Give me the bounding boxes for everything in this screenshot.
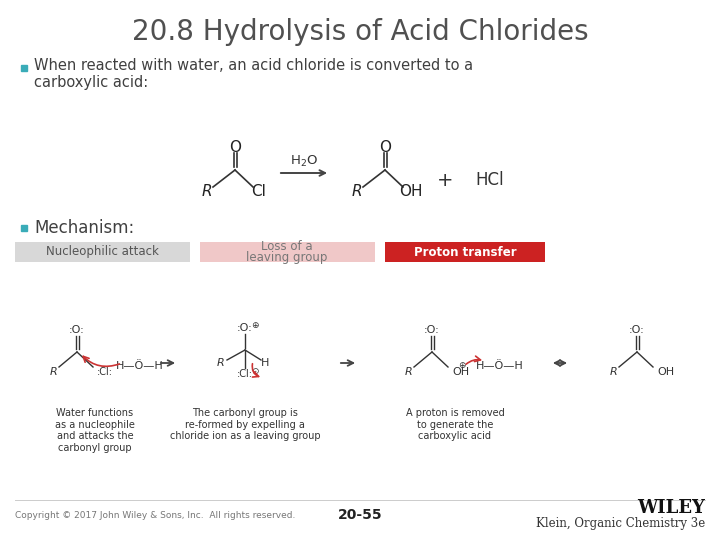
Text: R: R (351, 185, 362, 199)
Text: 20-55: 20-55 (338, 508, 382, 522)
Text: Cl: Cl (251, 185, 266, 199)
Text: R: R (610, 367, 618, 377)
Text: O: O (229, 139, 241, 154)
Text: :O:: :O: (629, 325, 645, 335)
Text: 20.8 Hydrolysis of Acid Chlorides: 20.8 Hydrolysis of Acid Chlorides (132, 18, 588, 46)
Text: R: R (405, 367, 413, 377)
Text: OH: OH (400, 185, 423, 199)
Text: Proton transfer: Proton transfer (414, 246, 516, 259)
Text: Loss of a: Loss of a (261, 240, 312, 253)
Text: OH: OH (452, 367, 469, 377)
Text: +: + (437, 171, 454, 190)
Text: Mechanism:: Mechanism: (34, 219, 134, 237)
Text: :Cl:: :Cl: (237, 369, 253, 379)
Text: Nucleophilic attack: Nucleophilic attack (45, 246, 158, 259)
FancyBboxPatch shape (200, 242, 375, 262)
Text: :O:: :O: (237, 323, 253, 333)
Text: H—Ö—H: H—Ö—H (476, 361, 524, 371)
Text: $\mathregular{H_2O}$: $\mathregular{H_2O}$ (290, 153, 318, 168)
Text: The carbonyl group is
re-formed by expelling a
chloride ion as a leaving group: The carbonyl group is re-formed by expel… (170, 408, 320, 441)
Text: O: O (379, 139, 391, 154)
Text: carboxylic acid:: carboxylic acid: (34, 75, 148, 90)
Text: HCl: HCl (476, 171, 504, 189)
Text: When reacted with water, an acid chloride is converted to a: When reacted with water, an acid chlorid… (34, 58, 473, 73)
Text: H—Ö—H: H—Ö—H (116, 361, 164, 371)
Text: :O:: :O: (69, 325, 85, 335)
Text: H: H (261, 358, 269, 368)
Text: :O:: :O: (424, 325, 440, 335)
Text: :Cl:: :Cl: (97, 367, 113, 377)
Text: R: R (50, 367, 58, 377)
FancyBboxPatch shape (15, 242, 190, 262)
Text: OH: OH (657, 367, 674, 377)
Text: ⊕: ⊕ (251, 321, 258, 330)
Text: R: R (202, 185, 212, 199)
Text: ⊙: ⊙ (251, 368, 258, 376)
Text: ⊕: ⊕ (458, 361, 466, 369)
Text: Water functions
as a nucleophile
and attacks the
carbonyl group: Water functions as a nucleophile and att… (55, 408, 135, 453)
Text: Copyright © 2017 John Wiley & Sons, Inc.  All rights reserved.: Copyright © 2017 John Wiley & Sons, Inc.… (15, 510, 295, 519)
Text: Klein, Organic Chemistry 3e: Klein, Organic Chemistry 3e (536, 516, 705, 530)
Text: A proton is removed
to generate the
carboxylic acid: A proton is removed to generate the carb… (405, 408, 505, 441)
Text: leaving group: leaving group (246, 251, 328, 264)
Text: WILEY: WILEY (637, 499, 705, 517)
Text: R: R (217, 358, 225, 368)
FancyBboxPatch shape (385, 242, 545, 262)
